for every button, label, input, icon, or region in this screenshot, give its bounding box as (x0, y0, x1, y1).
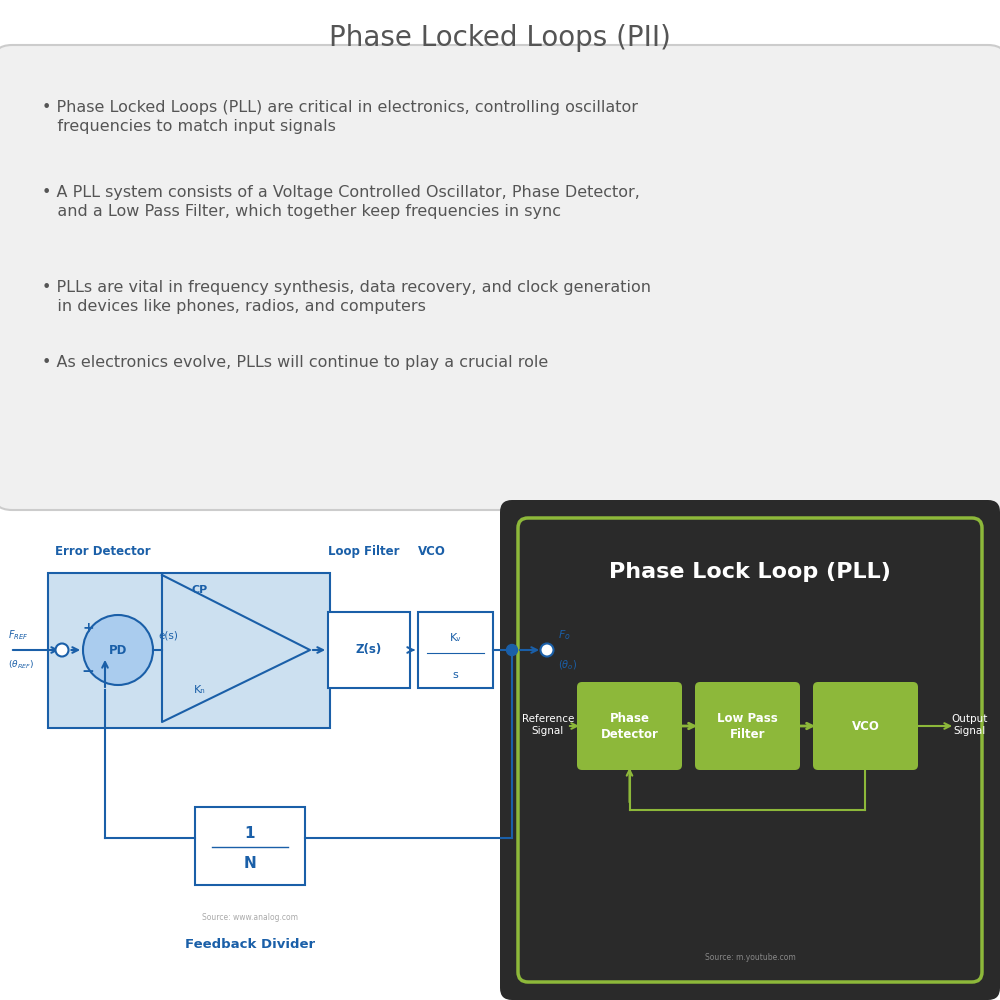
Text: Feedback Divider: Feedback Divider (185, 938, 315, 952)
Text: Phase
Detector: Phase Detector (601, 712, 658, 740)
FancyBboxPatch shape (418, 612, 493, 688)
Text: VCO: VCO (418, 545, 446, 558)
Text: 1: 1 (245, 826, 255, 842)
Text: Phase Locked Loops (PII): Phase Locked Loops (PII) (329, 24, 671, 52)
FancyBboxPatch shape (577, 682, 682, 770)
Text: Phase Lock Loop (PLL): Phase Lock Loop (PLL) (609, 562, 891, 582)
FancyBboxPatch shape (695, 682, 800, 770)
Text: s: s (453, 670, 458, 680)
FancyBboxPatch shape (195, 807, 305, 885)
Circle shape (56, 644, 68, 656)
FancyBboxPatch shape (48, 573, 330, 728)
Text: $F_{REF}$: $F_{REF}$ (8, 628, 29, 642)
Text: PD: PD (109, 644, 127, 656)
Text: Z(s): Z(s) (356, 644, 382, 656)
Circle shape (83, 615, 153, 685)
Text: e(s): e(s) (158, 630, 178, 640)
Text: Kᵥ: Kᵥ (450, 633, 461, 643)
Text: • As electronics evolve, PLLs will continue to play a crucial role: • As electronics evolve, PLLs will conti… (42, 355, 548, 370)
Text: N: N (244, 856, 256, 871)
Text: $(θ_{REF})$: $(θ_{REF})$ (8, 659, 34, 671)
Text: +: + (82, 621, 94, 635)
Text: Output
Signal: Output Signal (952, 714, 988, 736)
Text: Loop Filter: Loop Filter (328, 545, 400, 558)
Text: • PLLs are vital in frequency synthesis, data recovery, and clock generation
   : • PLLs are vital in frequency synthesis,… (42, 280, 651, 314)
Text: Source: m.youtube.com: Source: m.youtube.com (705, 954, 795, 962)
Text: • Phase Locked Loops (PLL) are critical in electronics, controlling oscillator
 : • Phase Locked Loops (PLL) are critical … (42, 100, 638, 134)
FancyBboxPatch shape (0, 45, 1000, 510)
Polygon shape (162, 575, 310, 722)
Text: $F_o$: $F_o$ (558, 628, 571, 642)
Text: CP: CP (192, 585, 208, 595)
Text: VCO: VCO (852, 720, 879, 732)
Text: −: − (82, 664, 94, 680)
FancyBboxPatch shape (328, 612, 410, 688)
Text: Source: www.analog.com: Source: www.analog.com (202, 914, 298, 922)
Text: Low Pass
Filter: Low Pass Filter (717, 712, 778, 740)
Text: • A PLL system consists of a Voltage Controlled Oscillator, Phase Detector,
   a: • A PLL system consists of a Voltage Con… (42, 185, 640, 219)
Text: $(θ_o)$: $(θ_o)$ (558, 658, 577, 672)
Text: Reference
Signal: Reference Signal (522, 714, 574, 736)
Text: Kₙ: Kₙ (194, 685, 206, 695)
FancyBboxPatch shape (813, 682, 918, 770)
Circle shape (507, 645, 518, 656)
Circle shape (540, 644, 554, 656)
Text: Error Detector: Error Detector (55, 545, 151, 558)
FancyBboxPatch shape (500, 500, 1000, 1000)
